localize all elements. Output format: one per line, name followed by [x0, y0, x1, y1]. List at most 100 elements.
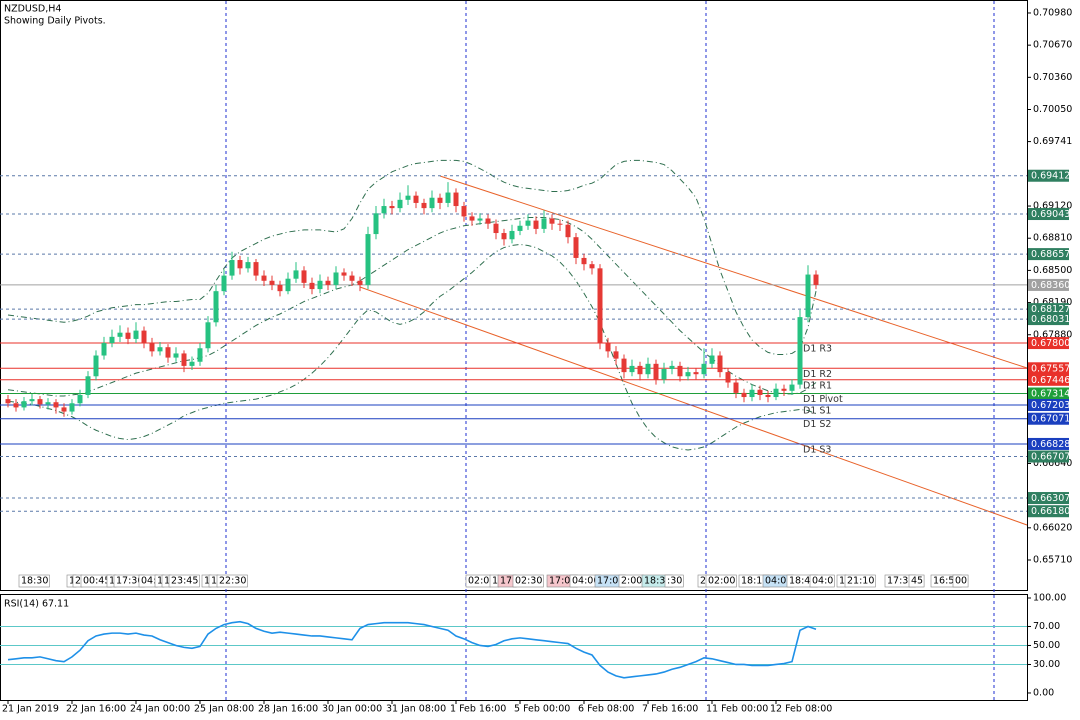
object-label: 22:30	[219, 576, 246, 587]
x-tick-label: 31 Jan 08:00	[386, 704, 446, 715]
candle-body	[405, 195, 411, 200]
candle-body	[549, 218, 555, 224]
candle-body	[325, 280, 331, 285]
candle-body	[277, 284, 283, 292]
pivot-box	[1028, 387, 1069, 400]
pivot-name: D1 R1	[803, 380, 832, 391]
pivot-label: 0.67071	[1031, 414, 1070, 425]
object-label-box	[18, 574, 50, 588]
x-tick-label: 22 Jan 16:00	[66, 704, 126, 715]
candle-body	[117, 332, 123, 337]
pivot-label: 0.67557	[1031, 363, 1070, 374]
pivot-name: D1 S2	[803, 419, 831, 430]
candle-body	[149, 343, 155, 352]
object-label-box	[512, 574, 544, 588]
candle-body	[189, 361, 195, 366]
band-upper	[7, 159, 817, 355]
object-label: 1	[492, 576, 498, 587]
candle-body	[701, 363, 707, 375]
trend-channel	[359, 175, 1028, 526]
object-label: 02:30	[515, 576, 542, 587]
object-label: 17:02	[597, 576, 624, 587]
object-label: 2:00	[621, 576, 642, 587]
trend-line	[359, 286, 1028, 526]
candle-body	[5, 399, 11, 404]
candle-body	[509, 230, 515, 240]
candle-body	[85, 376, 91, 395]
object-label: 18:45	[789, 576, 816, 587]
level-label: 0.68657	[1031, 249, 1070, 260]
candle-body	[341, 272, 347, 276]
candle-body	[357, 280, 363, 285]
y-tick-label: 100.00	[1033, 592, 1066, 603]
object-label: 18:30	[644, 576, 671, 587]
object-label: 1	[109, 576, 115, 587]
x-tick-label: 24 Jan 00:00	[130, 704, 190, 715]
y-tick-label: 50.00	[1033, 640, 1060, 651]
candle-body	[205, 322, 211, 349]
pivot-box	[1028, 373, 1069, 386]
x-tick-label: 1 Feb 16:00	[450, 704, 506, 715]
candle-body	[477, 218, 483, 221]
candle-body	[589, 264, 595, 269]
candle-body	[389, 206, 395, 209]
object-label: 17:01	[549, 576, 576, 587]
candle-body	[669, 365, 675, 370]
candle-body	[781, 388, 787, 391]
level-box	[1028, 169, 1069, 182]
object-label: 04:0	[812, 576, 833, 587]
candle-body	[333, 272, 339, 285]
candle-body	[789, 384, 795, 391]
object-label-box	[908, 574, 925, 588]
pivot-label: 0.66828	[1031, 439, 1070, 450]
object-label: 17:30	[116, 576, 143, 587]
object-label: 23:45	[171, 576, 198, 587]
level-label: 0.66180	[1031, 506, 1070, 517]
candle-body	[725, 372, 731, 383]
candle-body	[485, 218, 491, 224]
candle-body	[373, 213, 379, 235]
pivot-label: 0.67314	[1031, 389, 1070, 400]
y-tick-label: 0.65710	[1033, 555, 1072, 566]
object-label: 02:00	[708, 576, 735, 587]
candle-body	[45, 402, 51, 405]
object-label-box	[952, 574, 969, 588]
pivot-box	[1028, 337, 1069, 350]
candle-body	[805, 274, 811, 318]
rsi-pane	[0, 594, 1028, 701]
candle-body	[757, 389, 763, 395]
candle-body	[317, 280, 323, 290]
candle-body	[125, 332, 131, 339]
x-tick-label: 21 Jan 2019	[2, 704, 59, 715]
object-label: 16:55	[933, 576, 960, 587]
y-tick-label: 0.70670	[1033, 40, 1072, 51]
pivot-label: 0.67446	[1031, 375, 1070, 386]
band-middle	[7, 216, 817, 397]
object-label: 04:00	[572, 576, 599, 587]
object-label-box	[844, 574, 876, 588]
candle-body	[557, 223, 563, 225]
y-tick-label: 0.66640	[1033, 458, 1072, 469]
object-label: :30	[667, 576, 682, 587]
candle-body	[573, 237, 579, 258]
object-label: 2	[700, 576, 706, 587]
candle-body	[141, 330, 147, 344]
candle-body	[29, 399, 35, 402]
candle-body	[741, 392, 747, 398]
object-label: 17:	[500, 576, 515, 587]
pivot-name: D1 Pivot	[803, 394, 843, 405]
bid-label: 0.68360	[1031, 280, 1070, 291]
candle-body	[413, 195, 419, 203]
candle-body	[661, 369, 667, 380]
candle-body	[677, 365, 683, 377]
level-box	[1028, 248, 1069, 261]
x-tick-label: 28 Jan 16:00	[258, 704, 318, 715]
candle-body	[685, 372, 691, 377]
level-label: 0.66307	[1031, 493, 1070, 504]
candle-body	[693, 372, 699, 375]
candle-body	[237, 260, 243, 269]
x-tick-label: 12 Feb 08:00	[770, 704, 832, 715]
x-tick-label: 11 Feb 00:00	[706, 704, 768, 715]
